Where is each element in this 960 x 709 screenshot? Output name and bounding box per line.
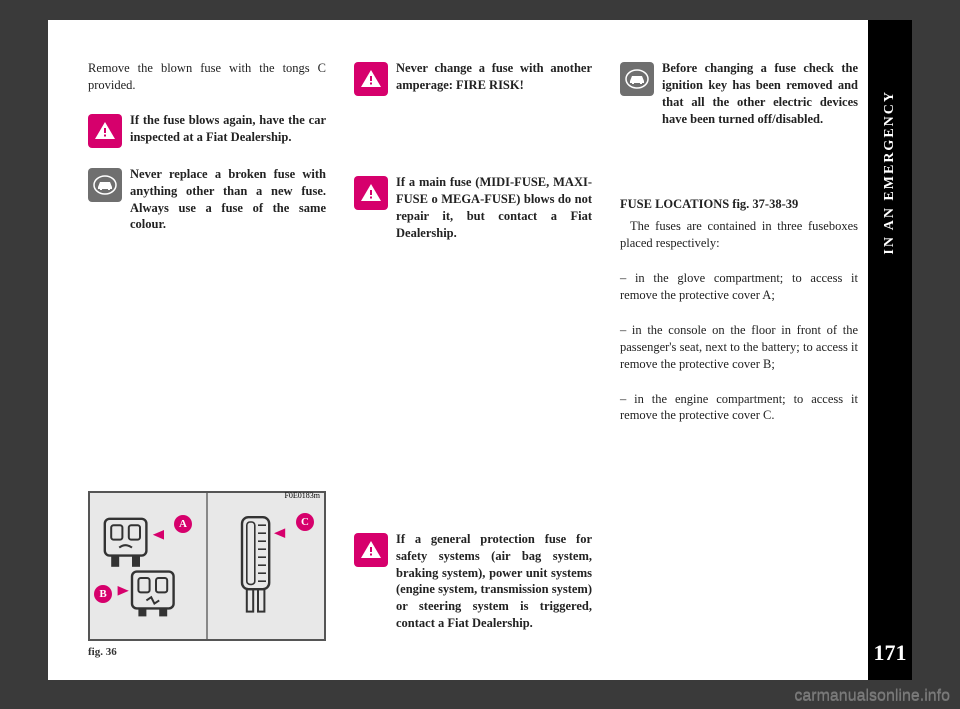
- callout-text: If a main fuse (MIDI-FUSE, MAXI-FUSE o M…: [396, 174, 592, 242]
- callout-warn-amperage: Never change a fuse with another amperag…: [354, 60, 592, 96]
- column-2: Never change a fuse with another amperag…: [354, 60, 592, 660]
- side-tab-label: IN AN EMERGENCY: [882, 90, 898, 255]
- spacer: [354, 260, 592, 531]
- side-tab: IN AN EMERGENCY 171: [868, 20, 912, 680]
- page-number: 171: [868, 640, 912, 666]
- fuse-location-a: – in the glove compartment; to access it…: [620, 270, 858, 304]
- callout-text: If a general protection fuse for safety …: [396, 531, 592, 632]
- fuse-locations-title: FUSE LOCATIONS fig. 37-38-39: [620, 196, 858, 213]
- callout-text: Never change a fuse with another amperag…: [396, 60, 592, 94]
- callout-text: Never replace a broken fuse with anythin…: [130, 166, 326, 234]
- car-icon: [88, 168, 122, 202]
- car-icon: [620, 62, 654, 96]
- spacer: [354, 114, 592, 174]
- warning-triangle-icon: [354, 62, 388, 96]
- callout-warn-main-fuse: If a main fuse (MIDI-FUSE, MAXI-FUSE o M…: [354, 174, 592, 242]
- callout-text: Before changing a fuse check the ignitio…: [662, 60, 858, 128]
- warning-triangle-icon: [354, 533, 388, 567]
- spacer: [620, 146, 858, 196]
- column-1: Remove the blown fuse with the tongs C p…: [88, 60, 326, 660]
- page: Remove the blown fuse with the tongs C p…: [48, 20, 912, 680]
- figure-frame: F0E0183m: [88, 491, 326, 641]
- callout-warn-general-protection: If a general protection fuse for safety …: [354, 531, 592, 632]
- callout-car-ignition-off: Before changing a fuse check the ignitio…: [620, 60, 858, 128]
- figure-caption: fig. 36: [88, 645, 326, 660]
- fuse-location-c: – in the engine compartment; to access i…: [620, 391, 858, 425]
- figure-left-half: A B: [90, 493, 208, 639]
- callout-text: If the fuse blows again, have the car in…: [130, 112, 326, 146]
- column-3: Before changing a fuse check the ignitio…: [620, 60, 858, 660]
- figure-36: F0E0183m: [88, 483, 326, 660]
- page-content: Remove the blown fuse with the tongs C p…: [48, 20, 868, 680]
- intro-text: Remove the blown fuse with the tongs C p…: [88, 60, 326, 94]
- figure-right-half: C: [208, 493, 324, 639]
- warning-triangle-icon: [354, 176, 388, 210]
- callout-car-new-fuse: Never replace a broken fuse with anythin…: [88, 166, 326, 234]
- callout-warn-blows-again: If the fuse blows again, have the car in…: [88, 112, 326, 148]
- fuse-location-b: – in the console on the floor in front o…: [620, 322, 858, 373]
- watermark: carmanualsonline.info: [794, 687, 950, 705]
- fuse-locations-intro: The fuses are contained in three fusebox…: [620, 218, 858, 252]
- warning-triangle-icon: [88, 114, 122, 148]
